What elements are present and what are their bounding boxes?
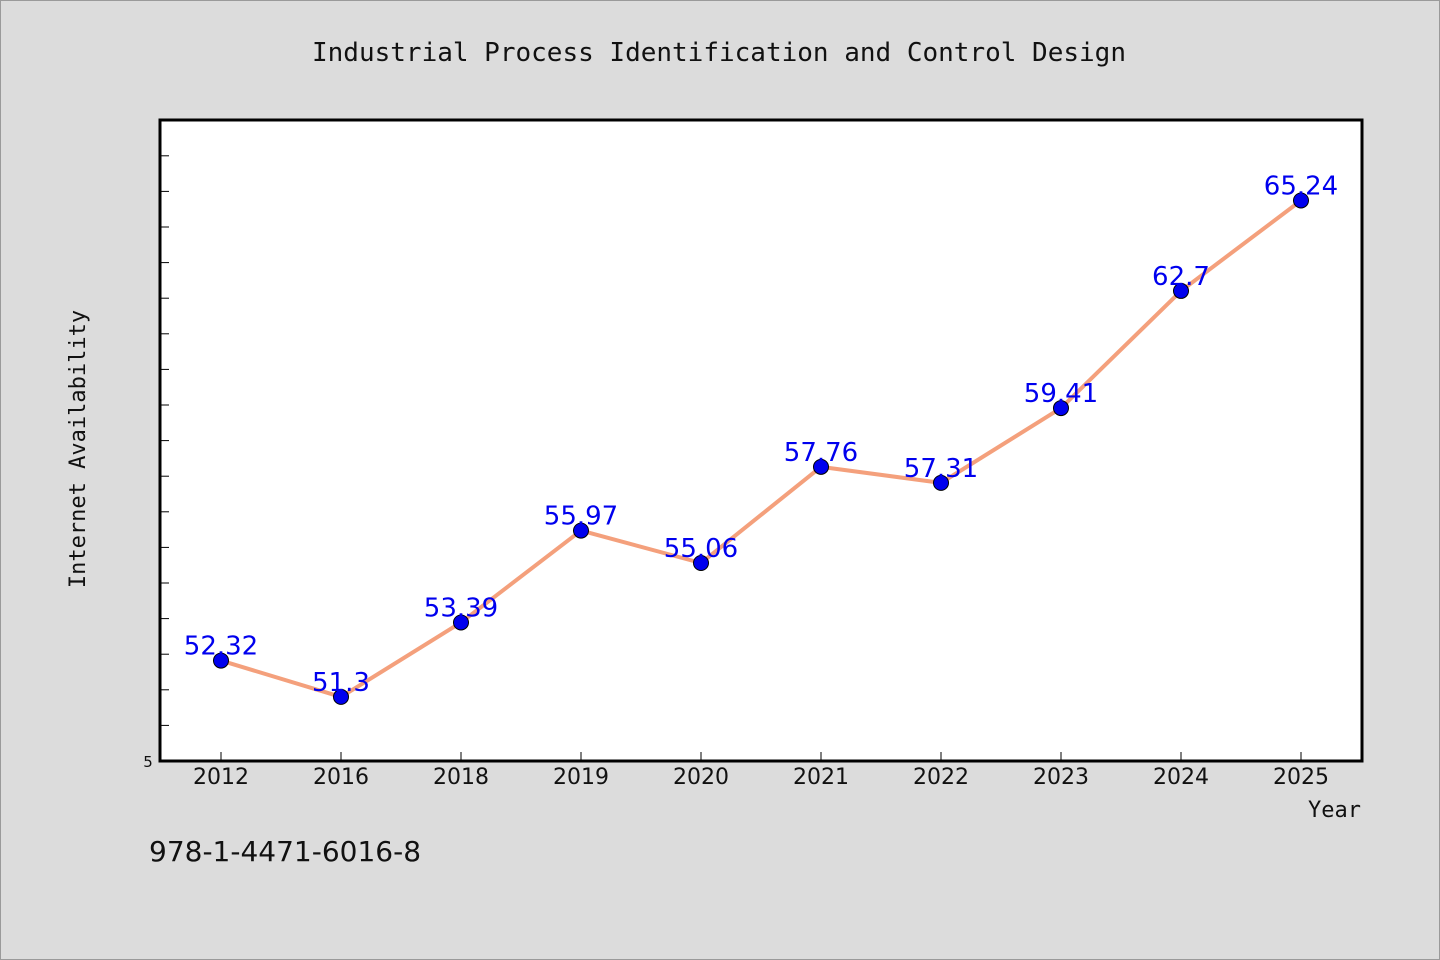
x-tick-label: 2024 [1153, 765, 1209, 790]
data-label: 57.76 [784, 438, 858, 468]
x-tick-label: 2016 [313, 765, 369, 790]
data-label: 53.39 [424, 593, 498, 623]
data-markers [213, 192, 1309, 705]
x-tick-label: 2018 [433, 765, 489, 790]
data-label: 55.06 [664, 534, 738, 564]
x-tick-label: 2022 [913, 765, 969, 790]
data-point [1053, 400, 1069, 417]
y-axis-ticks [160, 155, 169, 762]
data-point [453, 614, 469, 631]
data-point [1173, 282, 1189, 299]
x-tick-label: 2020 [673, 765, 729, 790]
data-label: 59.41 [1024, 379, 1098, 409]
x-axis-title: Year [1308, 798, 1361, 823]
data-label: 51.3 [312, 668, 370, 698]
data-label: 55.97 [544, 502, 618, 532]
x-tick-label: 2012 [193, 765, 249, 790]
x-tick-label: 2025 [1273, 765, 1329, 790]
chart-title: Industrial Process Identification and Co… [312, 38, 1126, 68]
data-label: 52.32 [184, 632, 258, 662]
data-point [813, 458, 829, 475]
data-point [573, 522, 589, 539]
data-point [213, 652, 229, 669]
series-line [219, 198, 1303, 699]
data-label: 65.24 [1264, 171, 1338, 201]
data-labels: 52.32 51.3 53.39 55.97 55.06 57.76 57.31 59.41 6… [184, 171, 1338, 697]
data-point [933, 474, 949, 491]
x-tick-label: 2023 [1033, 765, 1089, 790]
data-point [333, 688, 349, 705]
x-axis-ticks: 2012 2016 2018 2019 2020 2021 2022 2023 2024 2025 [193, 752, 1329, 790]
data-point [1293, 192, 1309, 209]
x-tick-label: 2021 [793, 765, 849, 790]
data-label: 62.7 [1152, 262, 1210, 292]
x-tick-label: 2019 [553, 765, 609, 790]
y-axis-title: Internet Availability [66, 310, 91, 588]
data-label: 57.31 [904, 454, 978, 484]
footer-code: 978-1-4471-6016-8 [149, 835, 422, 868]
data-point [693, 555, 709, 572]
y-tick-label: 5 [143, 753, 153, 771]
plot-area [158, 118, 1364, 763]
